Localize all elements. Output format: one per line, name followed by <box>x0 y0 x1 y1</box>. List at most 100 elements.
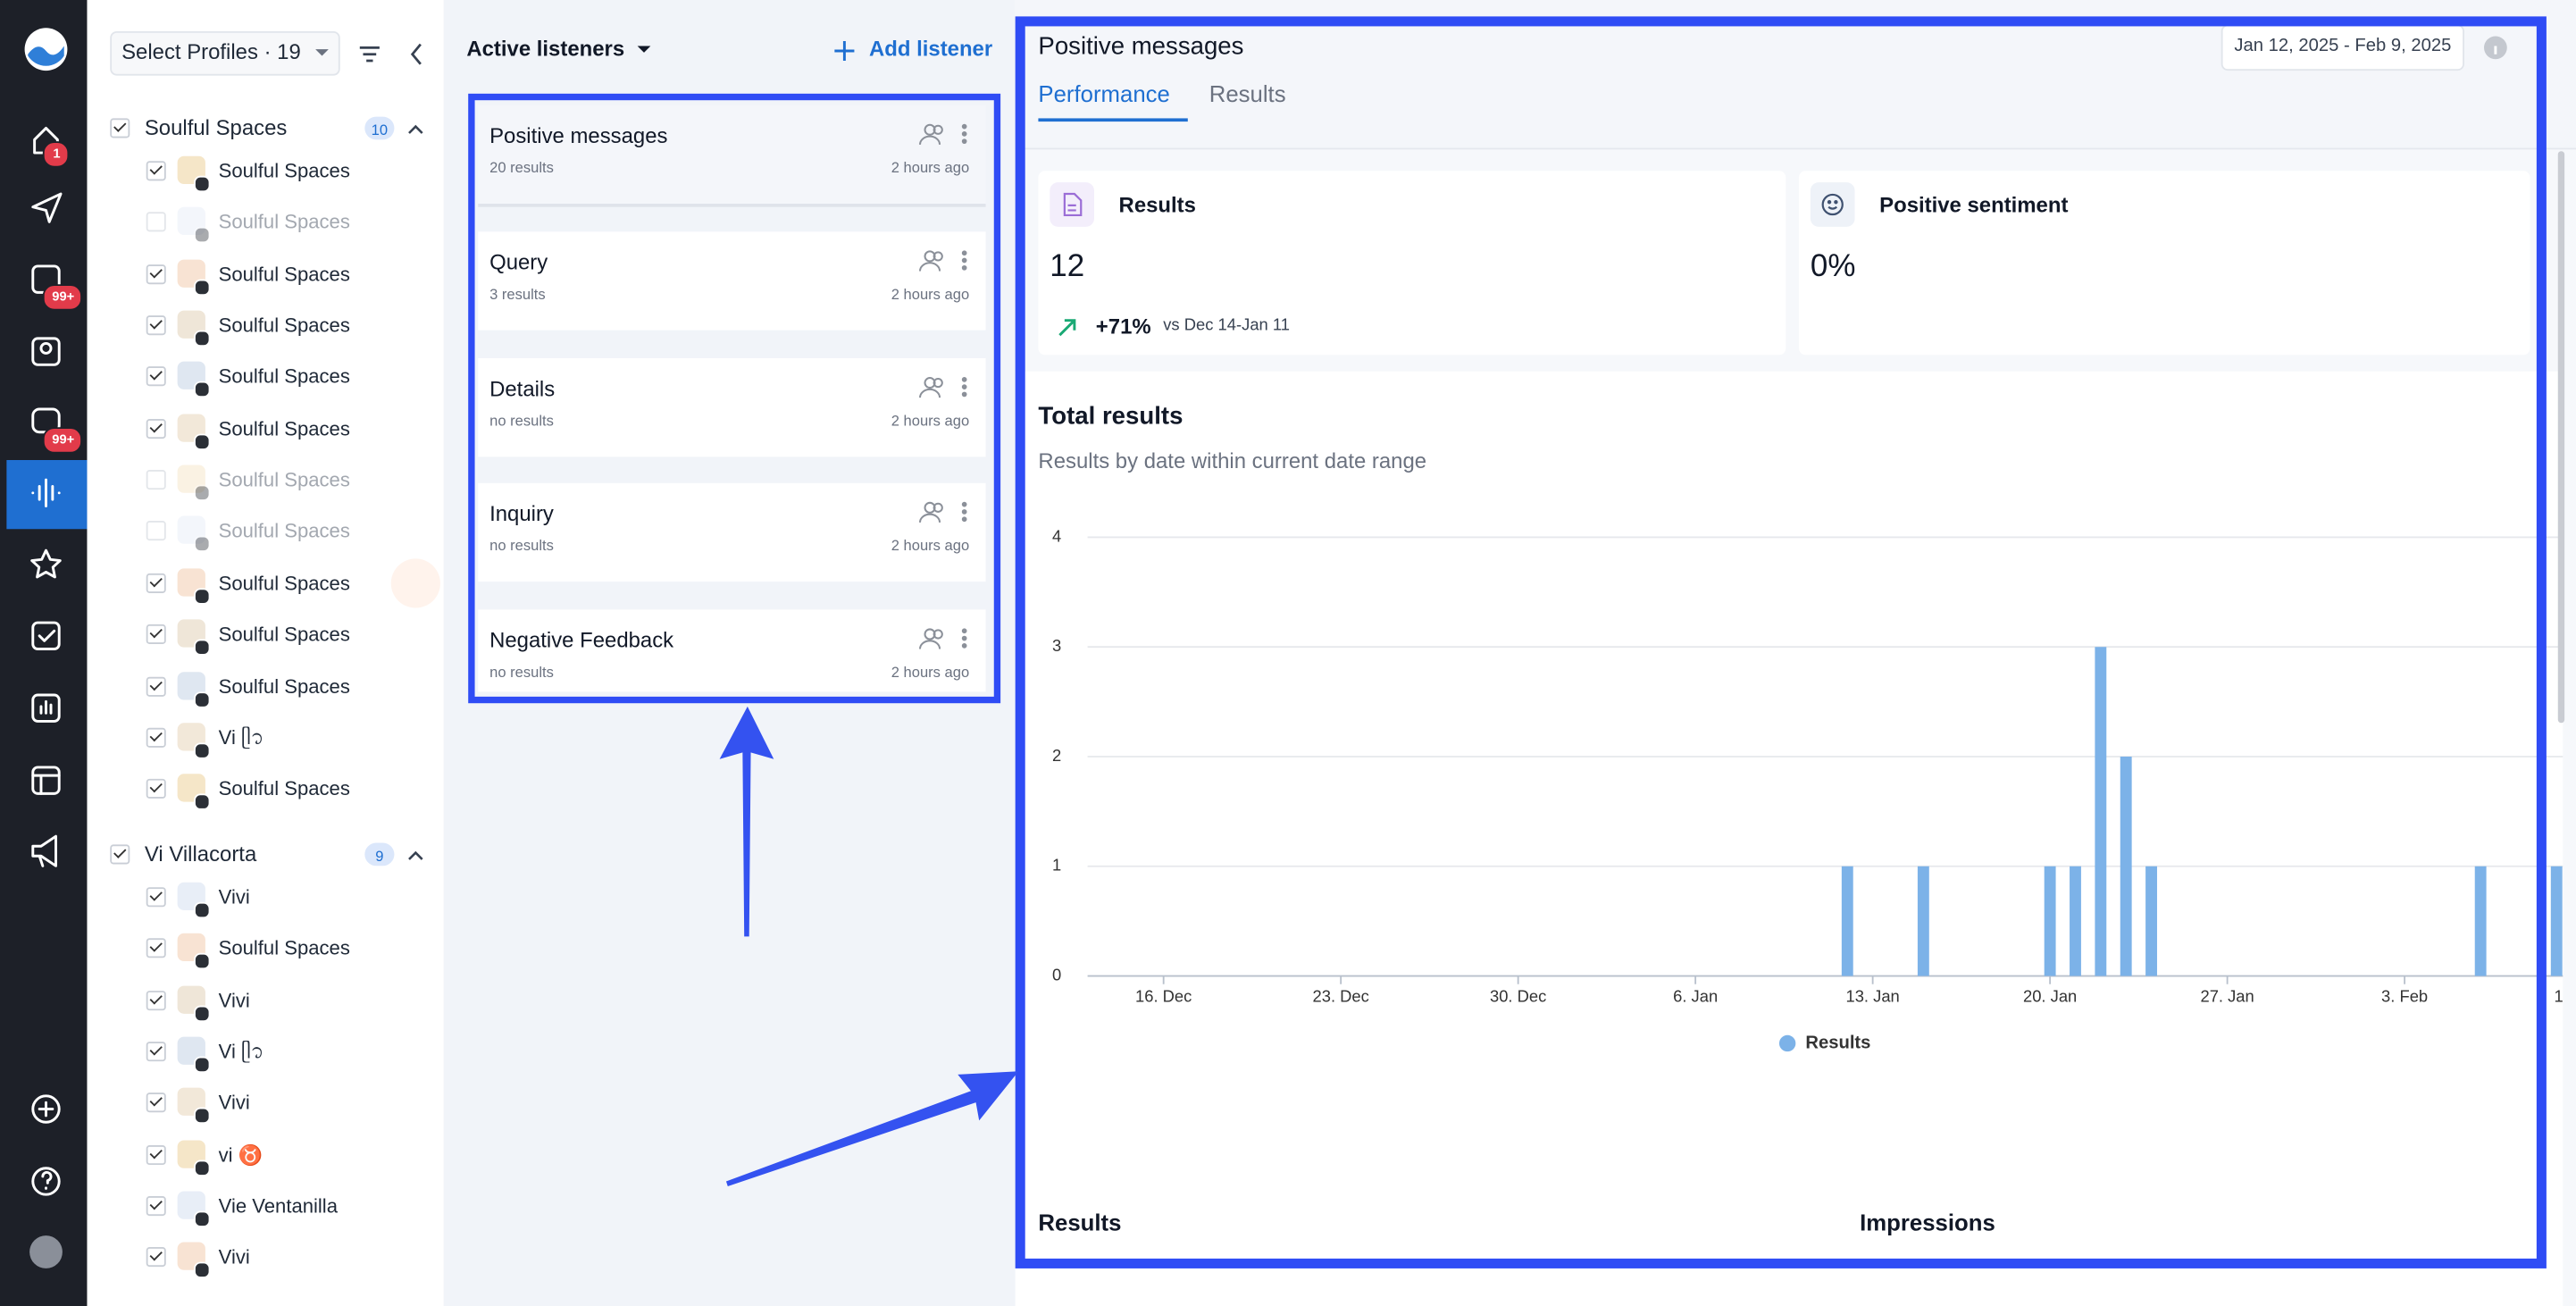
add-icon[interactable] <box>832 38 857 63</box>
profile-name[interactable]: Soulful Spaces <box>218 520 350 543</box>
scrollbar[interactable] <box>2557 151 2565 724</box>
profile-controls <box>315 43 422 65</box>
icon-analytics[interactable] <box>31 693 61 723</box>
profile-name[interactable]: Soulful Spaces <box>218 314 350 338</box>
listener-name[interactable]: Negative Feedback <box>489 627 674 653</box>
listener-time: 2 hours ago <box>891 159 970 176</box>
icon-listen[interactable] <box>31 478 61 507</box>
listener-card[interactable] <box>478 231 986 331</box>
profile-checkbox[interactable] <box>146 1247 166 1268</box>
icon-layout[interactable] <box>31 766 61 795</box>
profile-checkbox[interactable] <box>146 315 166 336</box>
add-listener[interactable]: Add listener <box>868 36 993 62</box>
profile-name[interactable]: Vivi <box>218 885 250 909</box>
filter-icon[interactable] <box>359 46 380 63</box>
group-checkbox[interactable] <box>110 844 130 865</box>
listener-icons[interactable] <box>916 626 975 652</box>
network-dot <box>194 1005 211 1022</box>
listener-icons[interactable] <box>916 499 975 525</box>
profile-checkbox[interactable] <box>146 1042 166 1062</box>
profile-name[interactable]: Soulful Spaces <box>218 777 350 801</box>
bar <box>2474 866 2487 976</box>
user-avatar[interactable] <box>29 1235 63 1268</box>
profile-name[interactable]: Soulful Spaces <box>218 416 350 440</box>
group-caret[interactable] <box>406 844 425 864</box>
icon-media[interactable] <box>31 337 61 366</box>
listener-icons[interactable] <box>916 374 975 400</box>
profile-name[interactable]: Soulful Spaces <box>218 468 350 492</box>
listener-icons[interactable] <box>916 248 975 274</box>
group-checkbox[interactable] <box>110 118 130 138</box>
profile-checkbox[interactable] <box>146 161 166 181</box>
profile-checkbox[interactable] <box>146 1196 166 1217</box>
profile-name[interactable]: Soulful Spaces <box>218 571 350 595</box>
network-dot <box>194 639 211 657</box>
profile-checkbox[interactable] <box>146 887 166 908</box>
profile-avatar <box>177 516 205 545</box>
icon-add[interactable] <box>31 1094 61 1124</box>
listener-card[interactable] <box>478 357 986 457</box>
x-tick-label: 6. Jan <box>1673 986 1718 1005</box>
profile-name[interactable]: Soulful Spaces <box>218 937 350 960</box>
icon-tasks[interactable] <box>31 621 61 650</box>
profile-name[interactable]: Vi ᥫ᭡ <box>218 725 264 749</box>
group-caret[interactable] <box>406 118 425 138</box>
nav-icons <box>24 28 68 1268</box>
profile-checkbox[interactable] <box>146 212 166 232</box>
tab[interactable]: Performance <box>1038 80 1170 107</box>
profile-name[interactable]: Vi ᥫ᭡ <box>218 1040 264 1064</box>
listeners-title[interactable]: Active listeners <box>466 36 625 62</box>
detail-title: Positive messages <box>1038 32 1244 62</box>
profile-name[interactable]: Soulful Spaces <box>218 159 350 183</box>
listener-name[interactable]: Query <box>489 249 548 275</box>
profile-checkbox[interactable] <box>146 779 166 800</box>
icon-send[interactable] <box>31 192 63 223</box>
network-dot <box>194 793 211 811</box>
date-range[interactable]: Jan 12, 2025 - Feb 9, 2025 <box>2234 36 2452 56</box>
profile-name[interactable]: Soulful Spaces <box>218 674 350 698</box>
profile-checkbox[interactable] <box>146 990 166 1010</box>
profile-select[interactable] <box>110 30 340 76</box>
profile-name[interactable]: Vie Ventanilla <box>218 1194 339 1218</box>
listener-card[interactable] <box>478 609 986 692</box>
listener-card[interactable] <box>478 482 986 582</box>
profile-checkbox[interactable] <box>146 521 166 541</box>
profile-checkbox[interactable] <box>146 727 166 748</box>
y-tick-label: 2 <box>1052 746 1061 765</box>
profile-checkbox[interactable] <box>146 1093 166 1113</box>
profile-name[interactable]: vi ♉ <box>218 1143 263 1167</box>
listener-name[interactable]: Inquiry <box>489 500 554 526</box>
profile-checkbox[interactable] <box>146 418 166 439</box>
x-tick-label: 10. Feb <box>2554 986 2563 1005</box>
tab[interactable]: Results <box>1209 80 1286 107</box>
profile-name[interactable]: Vivi <box>218 1245 250 1269</box>
listener-icons[interactable] <box>916 121 975 147</box>
icon-star[interactable] <box>30 548 62 579</box>
profile-name[interactable]: Vivi <box>218 988 250 1012</box>
group-name[interactable]: Vi Villacorta <box>144 841 257 866</box>
icon-campaign[interactable] <box>31 834 58 867</box>
profile-checkbox[interactable] <box>146 366 166 387</box>
profile-name[interactable]: Soulful Spaces <box>218 262 350 286</box>
profile-checkbox[interactable] <box>146 264 166 284</box>
stat-icon <box>1810 182 1855 227</box>
profile-name[interactable]: Vivi <box>218 1092 250 1115</box>
profile-select-label[interactable]: Select Profiles · 19 <box>121 39 301 64</box>
profile-checkbox[interactable] <box>146 624 166 645</box>
listener-card[interactable] <box>478 105 986 207</box>
profile-checkbox[interactable] <box>146 675 166 696</box>
profile-checkbox[interactable] <box>146 1144 166 1165</box>
group-name[interactable]: Soulful Spaces <box>144 114 288 140</box>
listener-name[interactable]: Positive messages <box>489 122 668 148</box>
collapse-icon[interactable] <box>410 43 422 65</box>
date-box[interactable] <box>2221 24 2464 71</box>
profile-checkbox[interactable] <box>146 573 166 593</box>
profile-checkbox[interactable] <box>146 938 166 959</box>
icon-help[interactable] <box>31 1167 61 1196</box>
profile-name[interactable]: Soulful Spaces <box>218 211 350 234</box>
profile-name[interactable]: Soulful Spaces <box>218 623 350 647</box>
info-icon[interactable] <box>2482 35 2508 61</box>
profile-name[interactable]: Soulful Spaces <box>218 365 350 389</box>
profile-checkbox[interactable] <box>146 470 166 490</box>
listener-name[interactable]: Details <box>489 376 556 401</box>
